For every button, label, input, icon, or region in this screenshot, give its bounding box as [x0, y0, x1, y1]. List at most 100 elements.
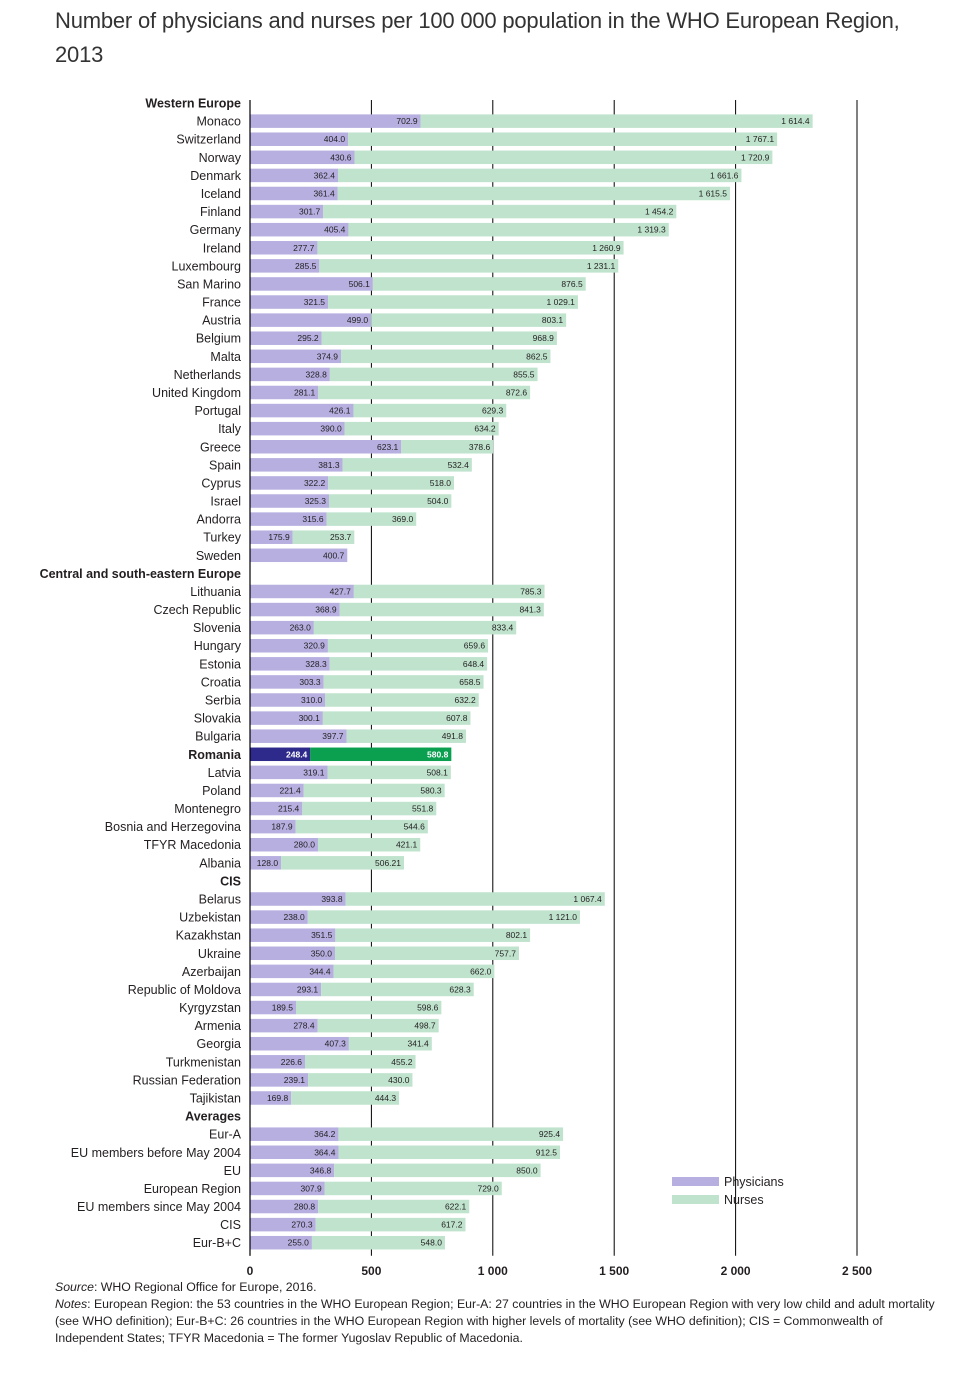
value-label-nurses: 648.4	[463, 659, 485, 669]
value-label-physicians: 426.1	[329, 406, 351, 416]
bar-nurses	[337, 186, 730, 201]
bar-physicians	[250, 620, 314, 635]
x-tick-label: 2 500	[842, 1264, 872, 1275]
bar-nurses	[318, 1199, 470, 1214]
bar-physicians	[250, 530, 293, 544]
bar-nurses	[345, 892, 605, 906]
category-label: Tajikistan	[190, 1091, 241, 1105]
category-label: Slovakia	[194, 712, 241, 726]
value-label-nurses: 925.4	[539, 1129, 561, 1139]
value-label-nurses: 862.5	[526, 351, 548, 361]
category-label: CIS	[220, 1218, 241, 1232]
bar-physicians	[250, 168, 338, 183]
value-label-physicians: 346.8	[310, 1165, 332, 1175]
value-label-physicians: 280.0	[294, 840, 316, 850]
value-label-physicians: 239.1	[284, 1075, 306, 1085]
value-label-nurses: 876.5	[561, 279, 583, 289]
bar-nurses	[420, 114, 813, 128]
category-label: Bosnia and Herzegovina	[105, 820, 241, 834]
category-label: Greece	[200, 440, 241, 454]
value-label-nurses: 498.7	[414, 1021, 436, 1031]
category-label: Turkmenistan	[166, 1055, 241, 1069]
bar-physicians	[250, 313, 372, 327]
category-label: Ukraine	[198, 947, 241, 961]
value-label-nurses: 833.4	[492, 623, 514, 633]
value-label-nurses: 421.1	[396, 840, 418, 850]
bar-nurses	[295, 819, 428, 834]
value-label-physicians: 362.4	[314, 170, 336, 180]
group-heading: Western Europe	[145, 97, 241, 111]
value-label-physicians: 307.9	[300, 1183, 322, 1193]
bar-physicians	[250, 1000, 297, 1015]
bar-nurses	[333, 964, 495, 979]
value-label-physicians: 277.7	[293, 243, 315, 253]
category-label: Ireland	[203, 241, 241, 255]
category-label: Czech Republic	[153, 603, 241, 617]
value-label-nurses: 369.0	[392, 514, 414, 524]
value-label-nurses: 1 067.4	[573, 894, 602, 904]
bar-nurses	[328, 494, 452, 508]
legend-swatch-nurses	[672, 1195, 719, 1204]
x-tick-label: 0	[247, 1264, 254, 1275]
category-label: Netherlands	[174, 368, 241, 382]
bar-nurses	[326, 512, 417, 526]
value-label-nurses: 617.2	[441, 1220, 463, 1230]
category-label: Hungary	[194, 639, 242, 653]
bar-nurses	[348, 222, 669, 237]
value-label-physicians: 215.4	[278, 804, 300, 814]
value-label-nurses: 491.8	[442, 731, 464, 741]
bar-physicians	[250, 729, 347, 743]
category-label: EU members before May 2004	[71, 1146, 241, 1160]
value-label-physicians: 325.3	[305, 496, 327, 506]
bar-physicians	[250, 1091, 292, 1105]
value-label-physicians: 702.9	[396, 116, 418, 126]
category-label: Belgium	[196, 332, 241, 346]
bar-nurses	[321, 331, 557, 345]
bar-nurses	[341, 349, 551, 364]
bar-physicians	[250, 222, 349, 237]
x-tick-label: 2 000	[721, 1264, 751, 1275]
category-label: Bulgaria	[195, 730, 241, 744]
notes-label: Notes	[55, 1297, 88, 1311]
value-label-physicians: 238.0	[284, 912, 306, 922]
category-labels: Western Europe Monaco Switzerland Norway Den…	[40, 97, 242, 1251]
value-label-physicians: 499.0	[347, 315, 369, 325]
bar-physicians	[250, 819, 296, 834]
bar-nurses	[302, 801, 437, 816]
category-label: Eur-A	[209, 1128, 242, 1142]
value-label-physicians: 320.9	[304, 641, 326, 651]
bar-physicians	[250, 150, 355, 165]
category-label: Denmark	[190, 169, 241, 183]
bar-physicians	[250, 403, 354, 418]
bar-physicians	[250, 946, 335, 961]
bar-nurses	[315, 1217, 466, 1232]
value-label-nurses: 785.3	[520, 586, 542, 596]
value-label-nurses: 455.2	[391, 1057, 413, 1067]
value-label-physicians: 319.1	[303, 767, 325, 777]
bar-nurses	[339, 602, 544, 617]
value-label-physicians: 278.4	[293, 1021, 315, 1031]
bar-physicians	[250, 331, 322, 345]
value-label-physicians: 368.9	[315, 605, 337, 615]
value-label-physicians: 328.8	[306, 369, 328, 379]
stacked-bar-chart: 702.9 1 614.4 404.0 1 767.1 430.6 1 720.9 362.…	[40, 97, 873, 1275]
value-label-physicians: 381.3	[318, 460, 340, 470]
bar-nurses	[313, 620, 517, 635]
bar-nurses	[305, 1055, 416, 1069]
category-label: Kyrgyzstan	[179, 1001, 241, 1015]
value-label-physicians: 301.7	[299, 207, 321, 217]
source-note: Source: WHO Regional Office for Europe, …	[55, 1279, 935, 1296]
value-label-physicians: 407.3	[325, 1039, 347, 1049]
category-label: Georgia	[197, 1037, 242, 1051]
bar-physicians	[250, 277, 373, 291]
bar-physicians	[250, 1073, 309, 1087]
value-label-nurses: 1 767.1	[746, 134, 775, 144]
bar-physicians	[250, 1127, 339, 1141]
bar-nurses	[353, 584, 545, 599]
category-label: Switzerland	[176, 133, 241, 147]
value-label-nurses: 253.7	[330, 532, 352, 542]
bar-physicians	[250, 367, 330, 382]
value-label-nurses: 1 454.2	[645, 207, 674, 217]
bar-nurses	[292, 530, 355, 544]
bar-nurses	[311, 1235, 445, 1250]
